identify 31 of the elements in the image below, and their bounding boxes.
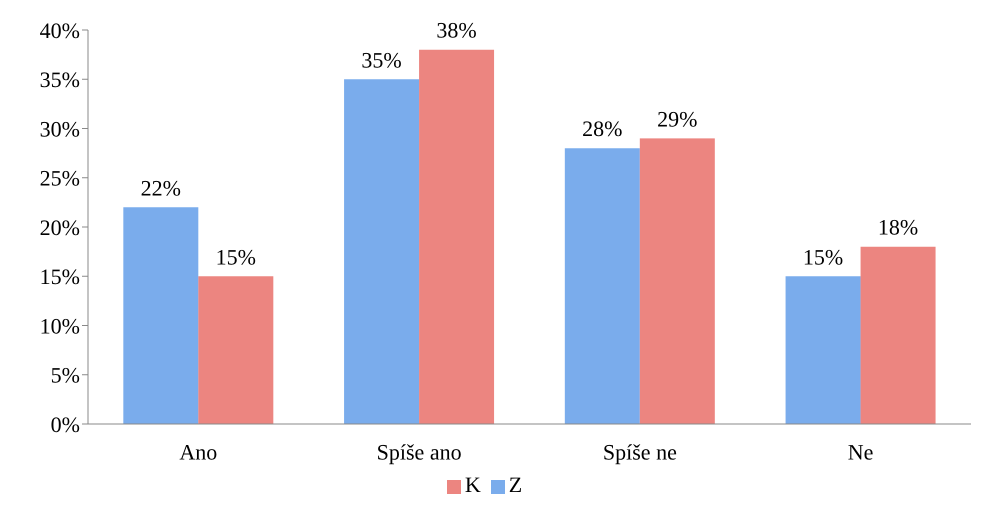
bar bbox=[198, 276, 274, 424]
y-tick-label: 40% bbox=[40, 18, 80, 43]
legend-label: Z bbox=[508, 472, 522, 497]
y-tick-label: 0% bbox=[50, 412, 80, 437]
y-tick-label: 15% bbox=[40, 264, 80, 290]
bar bbox=[860, 246, 936, 424]
x-tick-label: Ne bbox=[848, 440, 874, 465]
x-tick-label: Ano bbox=[179, 440, 218, 465]
bar bbox=[344, 79, 420, 424]
bar bbox=[640, 138, 715, 424]
data-label: 29% bbox=[657, 106, 698, 132]
data-label: 15% bbox=[802, 244, 844, 270]
x-tick-label: Spíše ne bbox=[602, 440, 677, 465]
y-tick-label: 5% bbox=[50, 362, 80, 388]
x-tick-label: Spíše ano bbox=[376, 440, 462, 465]
y-tick-label: 35% bbox=[40, 67, 80, 92]
bar bbox=[419, 50, 494, 424]
data-label: 18% bbox=[878, 214, 918, 240]
y-tick-label: 20% bbox=[40, 214, 80, 240]
y-tick-label: 10% bbox=[40, 313, 80, 338]
bar bbox=[123, 207, 198, 424]
data-label: 22% bbox=[140, 175, 181, 200]
data-label: 15% bbox=[216, 244, 256, 270]
bar bbox=[564, 148, 640, 424]
legend-label: K bbox=[464, 472, 481, 497]
data-label: 35% bbox=[361, 47, 402, 72]
y-tick-label: 25% bbox=[40, 166, 80, 191]
bar bbox=[786, 276, 861, 424]
data-label: 28% bbox=[582, 116, 622, 142]
data-label: 38% bbox=[436, 18, 477, 43]
y-tick-label: 30% bbox=[40, 116, 80, 142]
